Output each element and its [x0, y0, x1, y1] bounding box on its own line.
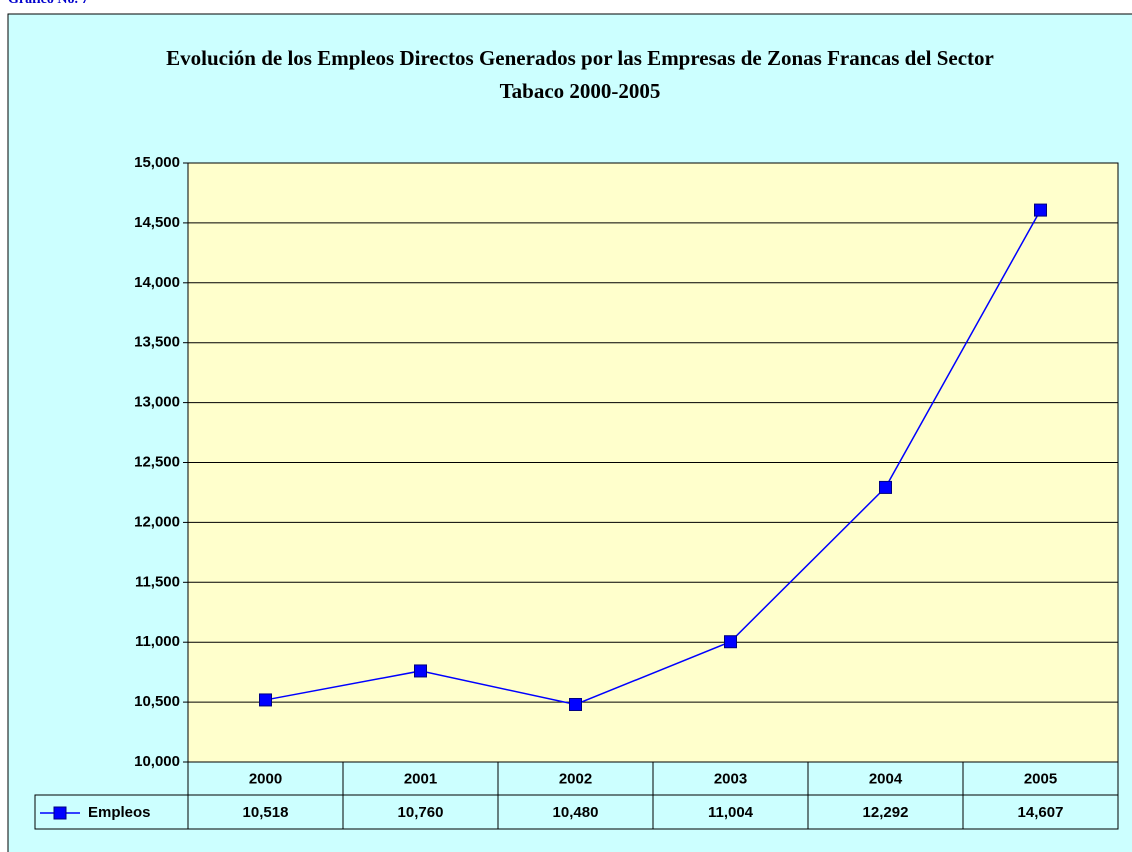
- point-marker: [879, 480, 892, 494]
- y-tick-label: 13,500: [134, 334, 180, 351]
- point-marker: [414, 664, 427, 678]
- point-marker: [569, 697, 582, 711]
- point-marker: [1034, 203, 1047, 217]
- y-tick-label: 10,000: [134, 753, 180, 770]
- y-tick-label: 11,000: [135, 633, 180, 650]
- y-tick-label: 10,500: [134, 693, 180, 710]
- series-line: [265, 209, 1042, 706]
- figure-label: Gráfico No. 7: [8, 0, 88, 8]
- y-tick-label: 15,000: [134, 154, 180, 171]
- table-value: 10,518: [243, 804, 289, 821]
- legend-label: Empleos: [88, 804, 151, 821]
- x-tick-label: 2001: [404, 770, 437, 787]
- table-value: 12,292: [863, 804, 909, 821]
- table-value: 10,760: [398, 804, 444, 821]
- point-marker: [724, 635, 737, 649]
- y-tick-label: 13,000: [134, 394, 180, 411]
- x-tick-label: 2000: [249, 770, 282, 787]
- table-value: 10,480: [553, 804, 599, 821]
- x-tick-label: 2003: [714, 770, 747, 787]
- chart-title: Evolución de los Empleos Directos Genera…: [166, 46, 994, 103]
- x-tick-label: 2002: [559, 770, 592, 787]
- y-tick-label: 14,500: [134, 214, 180, 231]
- table-value: 14,607: [1018, 804, 1064, 821]
- y-tick-label: 12,500: [134, 453, 180, 470]
- x-tick-label: 2004: [869, 770, 903, 787]
- y-tick-label: 11,500: [135, 573, 180, 590]
- x-tick-label: 2005: [1024, 770, 1057, 787]
- point-marker: [259, 693, 272, 707]
- table-value: 11,004: [708, 804, 754, 821]
- legend-marker: [53, 806, 67, 820]
- y-tick-label: 12,000: [134, 513, 180, 530]
- y-tick-label: 14,000: [134, 274, 180, 291]
